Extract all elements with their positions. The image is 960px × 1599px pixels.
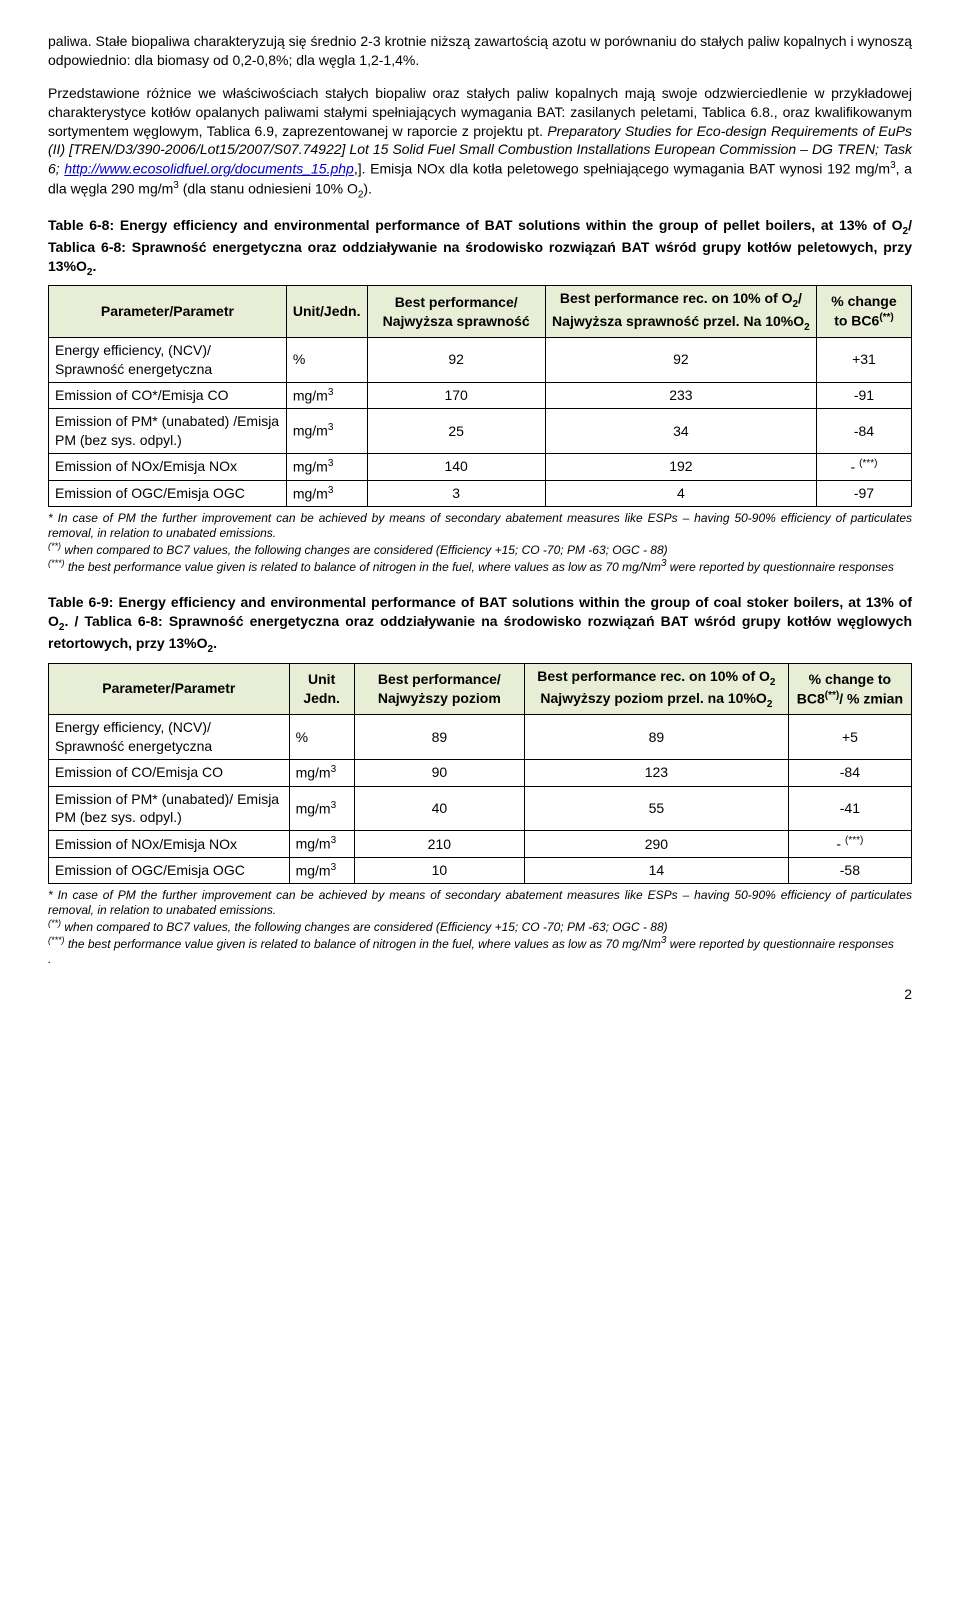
cell-best10: 233 [545, 382, 816, 409]
th-best: Best performance/ Najwyższy poziom [354, 663, 524, 715]
cell-change: -41 [788, 786, 911, 831]
cell-best10: 192 [545, 454, 816, 481]
table-6-8-title: Table 6-8: Energy efficiency and environ… [48, 216, 912, 279]
cell-unit: mg/m3 [286, 409, 367, 454]
footnote-dot: . [48, 952, 51, 966]
cell-best10: 14 [525, 857, 789, 884]
cell-best: 90 [354, 759, 524, 786]
cell-best: 10 [354, 857, 524, 884]
cell-best10: 92 [545, 337, 816, 382]
footnote-c2: the best performance value given is rela… [65, 937, 894, 951]
th-unit: Unit/Jedn. [286, 286, 367, 338]
cell-param: Emission of NOx/Emisja NOx [49, 454, 287, 481]
table-row: Emission of NOx/Emisja NOx mg/m3 140 192… [49, 454, 912, 481]
cell-unit: mg/m3 [289, 759, 354, 786]
cell-param: Emission of NOx/Emisja NOx [49, 831, 290, 858]
cell-best: 25 [367, 409, 545, 454]
cell-best: 170 [367, 382, 545, 409]
th-change: % change to BC8(**)/ % zmian [788, 663, 911, 715]
cell-unit: mg/m3 [289, 857, 354, 884]
cell-param: Energy efficiency, (NCV)/ Sprawność ener… [49, 337, 287, 382]
cell-best10: 4 [545, 480, 816, 507]
t68-body: Energy efficiency, (NCV)/ Sprawność ener… [49, 337, 912, 506]
table-row: Energy efficiency, (NCV)/ Sprawność ener… [49, 337, 912, 382]
cell-change: - (***) [788, 831, 911, 858]
table-row: Emission of CO/Emisja CO mg/m3 90 123 -8… [49, 759, 912, 786]
cell-change: -58 [788, 857, 911, 884]
cell-change: -84 [816, 409, 911, 454]
th-parameter: Parameter/Parametr [49, 286, 287, 338]
table-row: Emission of CO*/Emisja CO mg/m3 170 233 … [49, 382, 912, 409]
table-6-8: Parameter/Parametr Unit/Jedn. Best perfo… [48, 285, 912, 507]
footnote-b2: when compared to BC7 values, the followi… [61, 920, 668, 934]
intro-paragraph-1: paliwa. Stałe biopaliwa charakteryzują s… [48, 32, 912, 70]
th-parameter: Parameter/Parametr [49, 663, 290, 715]
table-6-9-footnotes: * In case of PM the further improvement … [48, 888, 912, 967]
cell-best: 92 [367, 337, 545, 382]
cell-unit: mg/m3 [289, 786, 354, 831]
cell-unit: mg/m3 [286, 480, 367, 507]
cell-best: 40 [354, 786, 524, 831]
cell-change: +5 [788, 715, 911, 760]
cell-unit: mg/m3 [286, 382, 367, 409]
cell-param: Emission of OGC/Emisja OGC [49, 857, 290, 884]
ecosolidfuel-link[interactable]: http://www.ecosolidfuel.org/documents_15… [64, 161, 354, 177]
cell-param: Emission of OGC/Emisja OGC [49, 480, 287, 507]
cell-unit: mg/m3 [289, 831, 354, 858]
cell-best10: 34 [545, 409, 816, 454]
cell-unit: mg/m3 [286, 454, 367, 481]
cell-change: -97 [816, 480, 911, 507]
cell-unit: % [289, 715, 354, 760]
cell-best: 89 [354, 715, 524, 760]
cell-best10: 290 [525, 831, 789, 858]
page-number: 2 [48, 985, 912, 1004]
cell-param: Emission of PM* (unabated) /Emisja PM (b… [49, 409, 287, 454]
footnote-a2: * In case of PM the further improvement … [48, 888, 912, 917]
table-6-8-footnotes: * In case of PM the further improvement … [48, 511, 912, 575]
cell-best10: 55 [525, 786, 789, 831]
footnote-a: * In case of PM the further improvement … [48, 511, 912, 540]
cell-change: +31 [816, 337, 911, 382]
footnote-c2-marker: (***) [48, 935, 65, 945]
table-row: Emission of OGC/Emisja OGC mg/m3 10 14 -… [49, 857, 912, 884]
footnote-c-marker: (***) [48, 558, 65, 568]
table-row: Emission of NOx/Emisja NOx mg/m3 210 290… [49, 831, 912, 858]
table-row: Emission of OGC/Emisja OGC mg/m3 3 4 -97 [49, 480, 912, 507]
th-best10: Best performance rec. on 10% of O2/ Najw… [545, 286, 816, 338]
table-row: Emission of PM* (unabated)/ Emisja PM (b… [49, 786, 912, 831]
table-6-9: Parameter/Parametr Unit Jedn. Best perfo… [48, 663, 912, 885]
cell-best: 140 [367, 454, 545, 481]
intro-paragraph-2: Przedstawione różnice we właściwościach … [48, 84, 912, 202]
table-row: Emission of PM* (unabated) /Emisja PM (b… [49, 409, 912, 454]
th-best10: Best performance rec. on 10% of O2 Najwy… [525, 663, 789, 715]
footnote-b: when compared to BC7 values, the followi… [61, 543, 668, 557]
footnote-b-marker: (**) [48, 541, 61, 551]
th-unit: Unit Jedn. [289, 663, 354, 715]
th-change: % change to BC6(**) [816, 286, 911, 338]
cell-param: Emission of CO*/Emisja CO [49, 382, 287, 409]
cell-best10: 123 [525, 759, 789, 786]
t69-body: Energy efficiency, (NCV)/ Sprawność ener… [49, 715, 912, 884]
table-header-row: Parameter/Parametr Unit/Jedn. Best perfo… [49, 286, 912, 338]
cell-best: 210 [354, 831, 524, 858]
cell-param: Energy efficiency, (NCV)/ Sprawność ener… [49, 715, 290, 760]
para2-end: (dla stanu odniesieni 10% O [179, 181, 358, 197]
cell-best: 3 [367, 480, 545, 507]
table-header-row: Parameter/Parametr Unit Jedn. Best perfo… [49, 663, 912, 715]
cell-change: - (***) [816, 454, 911, 481]
para2-post: ,]. Emisja NOx dla kotła peletowego speł… [354, 161, 890, 177]
table-6-9-title: Table 6-9: Energy efficiency and environ… [48, 593, 912, 656]
footnote-b2-marker: (**) [48, 918, 61, 928]
para2-close: ). [363, 181, 372, 197]
th-best: Best performance/ Najwyższa sprawność [367, 286, 545, 338]
cell-change: -84 [788, 759, 911, 786]
cell-best10: 89 [525, 715, 789, 760]
cell-param: Emission of PM* (unabated)/ Emisja PM (b… [49, 786, 290, 831]
cell-change: -91 [816, 382, 911, 409]
cell-unit: % [286, 337, 367, 382]
cell-param: Emission of CO/Emisja CO [49, 759, 290, 786]
footnote-c: the best performance value given is rela… [65, 560, 894, 574]
table-row: Energy efficiency, (NCV)/ Sprawność ener… [49, 715, 912, 760]
